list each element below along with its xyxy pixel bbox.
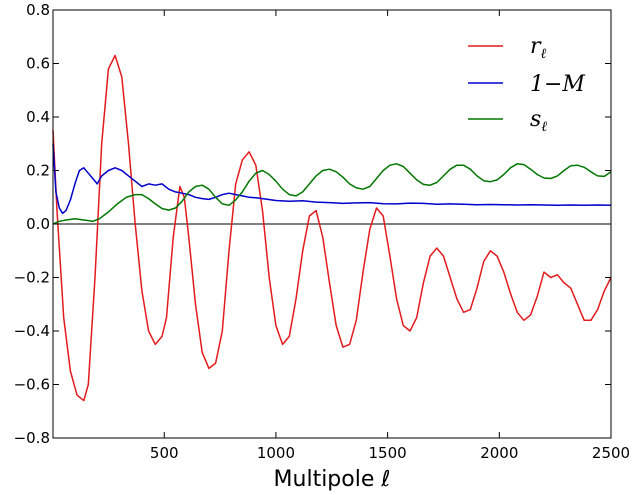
series-line-1: [52, 143, 612, 215]
y-tick-label: −0.8: [14, 429, 50, 447]
legend-label-s: sℓ: [530, 107, 547, 135]
plot-frame: [52, 9, 612, 439]
series-line-2: [52, 163, 612, 225]
x-tick-label: 1500: [369, 444, 407, 462]
y-tick-label: 0.0: [26, 215, 50, 233]
legend-label-r: rℓ: [530, 34, 547, 62]
series-layer: [52, 54, 612, 402]
y-tick-label: −0.2: [14, 269, 50, 287]
y-tick-label: 0.6: [26, 55, 50, 73]
series-line-0: [52, 54, 612, 402]
x-tick-label: 2000: [480, 444, 518, 462]
x-axis-label: Multipole ℓ: [274, 467, 391, 492]
y-tick-label: 0.4: [26, 108, 50, 126]
x-tick-label: 1000: [257, 444, 295, 462]
x-tick-label: 500: [150, 444, 179, 462]
legend: rℓ 1−M sℓ: [468, 34, 585, 135]
y-tick-label: −0.4: [14, 322, 50, 340]
legend-label-1mM: 1−M: [530, 72, 585, 97]
x-tick-label: 2500: [592, 444, 630, 462]
y-tick-label: −0.6: [14, 376, 50, 394]
y-tick-label: 0.2: [26, 162, 50, 180]
tick-layer: 500 1000 1500 2000 2500 −0.8 −0.6 −0.4 −0.2 0.0 0.…: [14, 1, 631, 462]
y-tick-label: 0.8: [26, 1, 50, 19]
